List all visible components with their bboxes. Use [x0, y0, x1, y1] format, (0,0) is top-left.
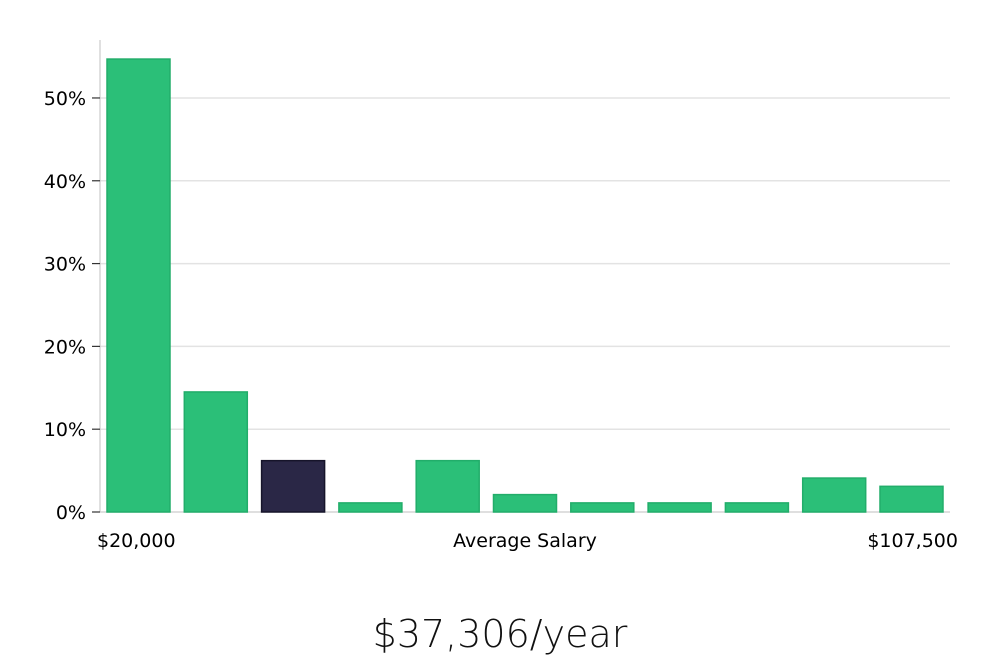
salary-histogram: 0% 10% 20% 30% 40% 50% $20,000 Average Salary… [44, 40, 958, 552]
y-axis-ticks: 0% 10% 20% 30% 40% 50% [44, 88, 100, 524]
y-tick-label: 20% [44, 336, 86, 358]
bar [879, 485, 944, 513]
y-tick-label: 50% [44, 88, 86, 110]
y-tick-label: 10% [44, 419, 86, 441]
bar [801, 477, 867, 513]
x-axis-title: Average Salary [453, 530, 597, 552]
highlighted-bar [260, 459, 326, 513]
bar [106, 58, 171, 513]
bar [570, 502, 635, 513]
y-tick-label: 0% [56, 502, 86, 524]
x-axis-labels: $20,000 Average Salary $107,500 [97, 530, 958, 552]
gridlines [100, 97, 950, 430]
y-tick-label: 40% [44, 171, 86, 193]
bars [106, 58, 944, 513]
bar [338, 502, 403, 513]
bar [724, 502, 790, 513]
bar [492, 493, 558, 513]
average-salary-value: $37,306/year [372, 612, 628, 656]
y-tick-label: 30% [44, 254, 86, 276]
bar [183, 391, 249, 513]
x-max-label: $107,500 [867, 530, 958, 552]
x-min-label: $20,000 [97, 530, 176, 552]
bar [415, 459, 480, 513]
bar [647, 502, 712, 513]
